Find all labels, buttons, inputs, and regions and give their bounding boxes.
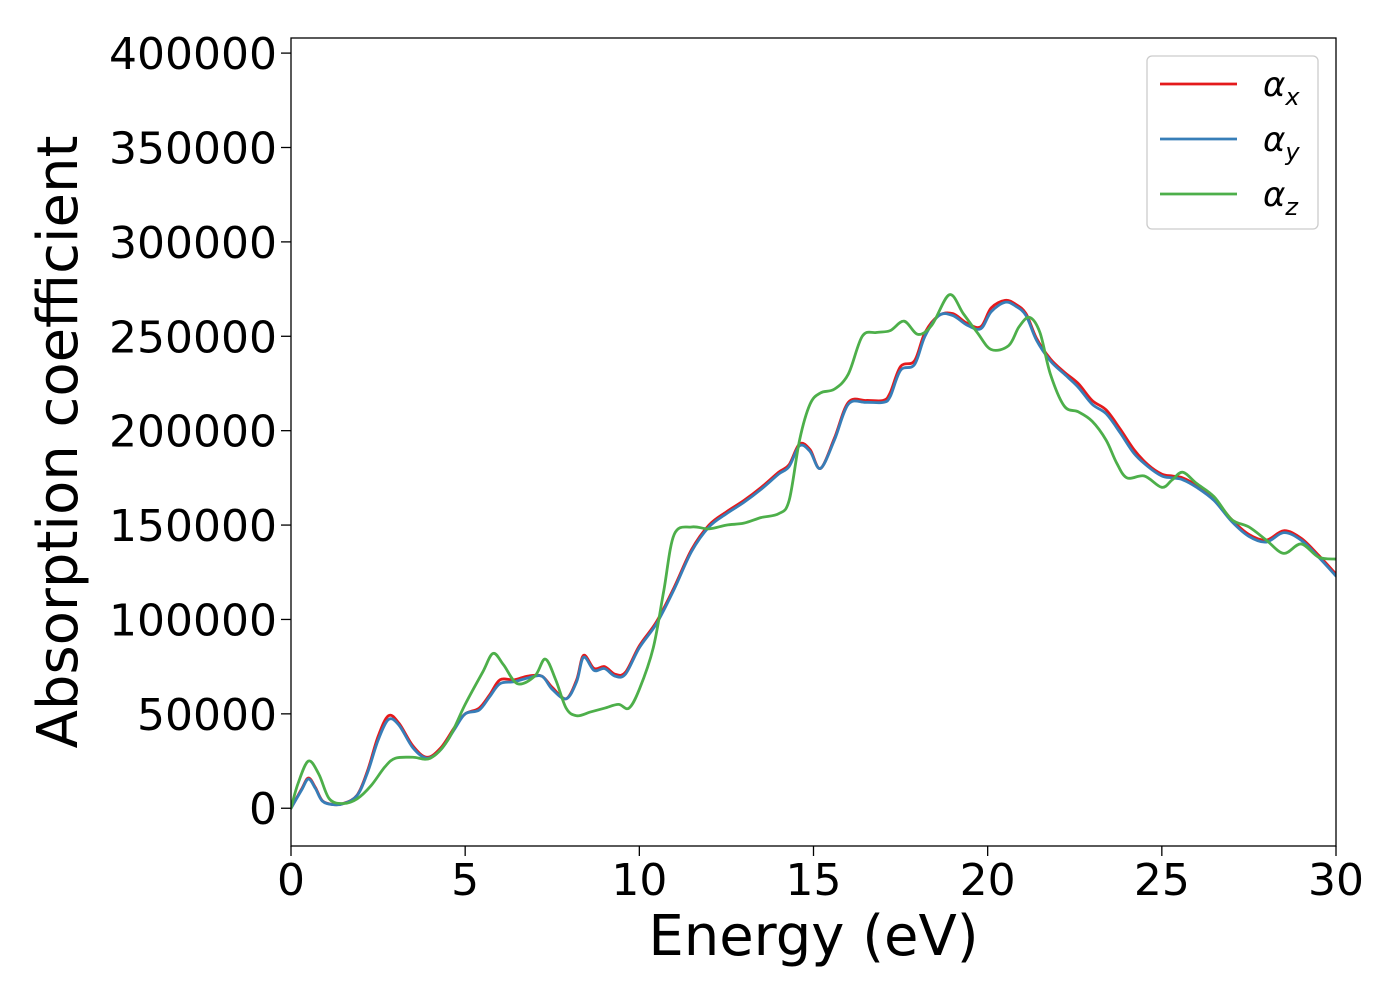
y-tick-label: 50000 — [137, 690, 277, 741]
series-line-z — [291, 293, 1336, 810]
legend-label-sub: x — [1284, 83, 1300, 111]
legend-label-z: αz — [1263, 175, 1299, 221]
legend-label-main: α — [1263, 175, 1285, 215]
y-tick-label: 400000 — [109, 29, 277, 80]
series-line-x — [291, 298, 1336, 810]
y-axis-ticks: 0 50000 100000 150000 200000 250000 300000 3500… — [109, 29, 291, 835]
x-axis-title: Energy (eV) — [648, 904, 978, 969]
series-line-y — [291, 300, 1336, 810]
legend-label-sub: y — [1284, 138, 1300, 166]
legend-label-sub: z — [1284, 193, 1299, 221]
x-tick-label: 25 — [1134, 855, 1190, 906]
y-tick-label: 0 — [249, 784, 277, 835]
legend-label-main: α — [1263, 120, 1285, 160]
legend-label-y: αy — [1263, 120, 1300, 166]
y-tick-label: 100000 — [109, 595, 277, 646]
y-tick-label: 200000 — [109, 407, 277, 458]
series-layer — [291, 293, 1336, 810]
legend-label-x: αx — [1263, 65, 1300, 111]
x-tick-label: 10 — [611, 855, 667, 906]
y-tick-label: 300000 — [109, 218, 277, 269]
y-tick-label: 350000 — [109, 123, 277, 174]
legend-box — [1146, 55, 1319, 230]
x-tick-label: 30 — [1308, 855, 1364, 906]
x-tick-label: 0 — [277, 855, 305, 906]
x-axis-ticks: 0 5 10 15 20 25 30 — [277, 846, 1364, 906]
y-tick-label: 250000 — [109, 312, 277, 363]
x-tick-label: 20 — [960, 855, 1016, 906]
y-tick-label: 150000 — [109, 501, 277, 552]
x-tick-label: 5 — [451, 855, 479, 906]
y-axis-title: Absorption coefficient — [26, 136, 91, 749]
legend-label-main: α — [1263, 65, 1285, 105]
x-tick-label: 15 — [786, 855, 842, 906]
